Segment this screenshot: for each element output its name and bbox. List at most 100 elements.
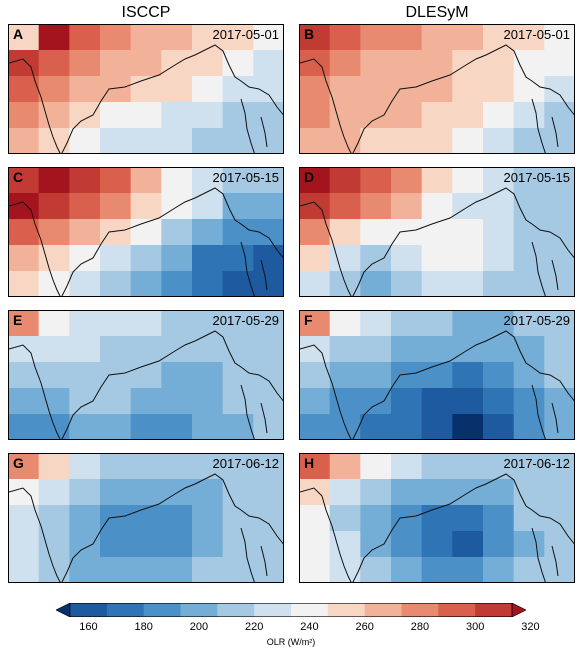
olr-cell	[192, 414, 225, 439]
olr-cell	[544, 388, 574, 416]
olr-cell	[9, 168, 41, 195]
olr-cell	[38, 219, 72, 247]
olr-cell	[513, 168, 547, 195]
olr-cell	[222, 245, 256, 273]
olr-cell	[161, 102, 194, 130]
panel-date: 2017-05-15	[503, 170, 571, 185]
olr-cell	[192, 311, 225, 338]
olr-field	[300, 311, 574, 439]
olr-cell	[360, 245, 393, 273]
olr-cell	[360, 336, 393, 364]
olr-cell	[452, 479, 485, 507]
olr-cell	[391, 102, 424, 130]
olr-cell	[100, 168, 133, 195]
olr-cell	[69, 505, 102, 533]
map-panel-e: E 2017-05-29	[8, 310, 284, 440]
olr-cell	[513, 362, 547, 390]
colorbar-frame	[69, 603, 513, 617]
panel-date: 2017-05-01	[503, 27, 571, 42]
olr-field	[300, 25, 574, 153]
colorbar-segment	[143, 603, 181, 617]
olr-cell	[483, 414, 516, 439]
olr-cell	[360, 219, 393, 247]
olr-cell	[38, 362, 72, 390]
panel-label: G	[13, 455, 24, 471]
olr-cell	[513, 193, 547, 221]
olr-cell	[130, 311, 164, 338]
olr-cell	[421, 505, 455, 533]
olr-cell	[253, 102, 283, 130]
olr-cell	[329, 271, 363, 296]
olr-cell	[452, 168, 485, 195]
olr-cell	[222, 388, 256, 416]
olr-cell	[69, 271, 102, 296]
olr-cell	[452, 336, 485, 364]
olr-cell	[421, 76, 455, 104]
olr-cell	[513, 505, 547, 533]
olr-cell	[9, 102, 41, 130]
olr-cell	[513, 311, 547, 338]
olr-cell	[544, 271, 574, 296]
olr-cell	[483, 102, 516, 130]
olr-cell	[161, 454, 194, 481]
colorbar-segment	[106, 603, 145, 617]
olr-cell	[544, 102, 574, 130]
olr-cell	[9, 25, 41, 52]
panel-date: 2017-05-29	[212, 313, 280, 328]
olr-cell	[161, 25, 194, 52]
olr-cell	[483, 25, 516, 52]
olr-cell	[391, 76, 424, 104]
olr-cell	[452, 311, 485, 338]
olr-cell	[483, 219, 516, 247]
olr-cell	[100, 531, 133, 559]
olr-cell	[130, 76, 164, 104]
olr-cell	[222, 311, 256, 338]
olr-cell	[130, 219, 164, 247]
olr-cell	[253, 479, 283, 507]
olr-cell	[38, 336, 72, 364]
olr-cell	[483, 76, 516, 104]
panel-label: B	[304, 26, 315, 42]
olr-cell	[130, 193, 164, 221]
olr-cell	[513, 531, 547, 559]
olr-cell	[9, 454, 41, 481]
olr-cell	[192, 454, 225, 481]
olr-cell	[329, 362, 363, 390]
olr-cell	[253, 271, 283, 296]
olr-cell	[513, 388, 547, 416]
olr-cell	[130, 168, 164, 195]
panel-date: 2017-05-15	[212, 170, 280, 185]
olr-cell	[483, 168, 516, 195]
olr-cell	[253, 25, 283, 52]
olr-cell	[100, 50, 133, 78]
olr-cell	[421, 557, 455, 582]
olr-cell	[69, 168, 102, 195]
olr-cell	[161, 362, 194, 390]
olr-cell	[421, 168, 455, 195]
olr-cell	[161, 193, 194, 221]
olr-cell	[300, 362, 332, 390]
olr-cell	[483, 128, 516, 153]
olr-cell	[360, 193, 393, 221]
olr-cell	[130, 557, 164, 582]
olr-cell	[391, 362, 424, 390]
olr-cell	[421, 245, 455, 273]
panel-label: C	[13, 169, 24, 185]
coastline	[9, 187, 283, 296]
olr-cell	[192, 50, 225, 78]
olr-field	[300, 168, 574, 296]
olr-cell	[253, 336, 283, 364]
olr-cell	[452, 557, 485, 582]
olr-cell	[391, 557, 424, 582]
olr-cell	[329, 311, 363, 338]
olr-cell	[544, 479, 574, 507]
panel-label: H	[304, 455, 315, 471]
olr-cell	[161, 50, 194, 78]
olr-cell	[329, 479, 363, 507]
panel-label: D	[304, 169, 315, 185]
olr-cell	[421, 414, 455, 439]
olr-cell	[300, 388, 332, 416]
olr-cell	[391, 168, 424, 195]
colorbar-tick-label: 180	[134, 621, 153, 633]
olr-cell	[253, 505, 283, 533]
